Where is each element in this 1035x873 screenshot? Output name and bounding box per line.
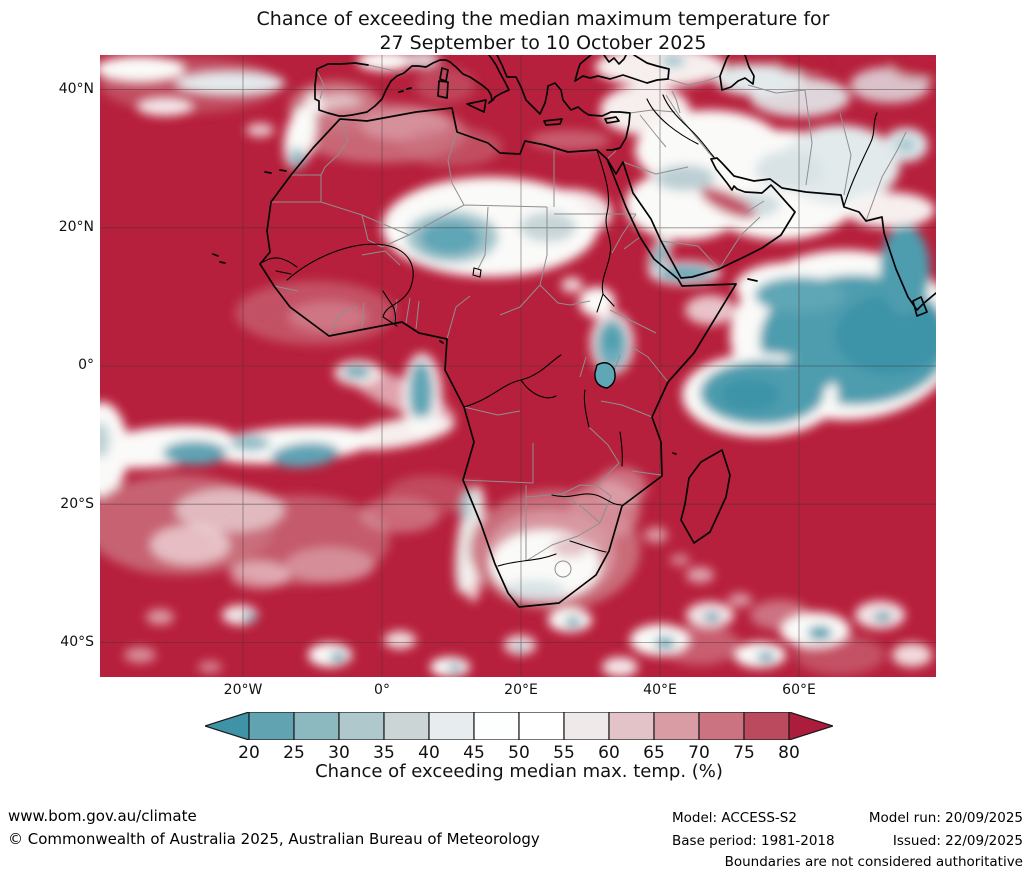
footer-model-run: Model run: 20/09/2025 bbox=[868, 810, 1023, 826]
colorbar-tick-30: 30 bbox=[328, 743, 350, 763]
coastlines bbox=[212, 55, 936, 608]
colorbar-cells bbox=[248, 712, 790, 740]
lake-victoria bbox=[594, 362, 616, 389]
footer-model: Model: ACCESS-S2 bbox=[672, 810, 797, 826]
graticule-gridlines bbox=[100, 55, 936, 677]
footer-boundaries-disclaimer: Boundaries are not considered authoritat… bbox=[724, 854, 1023, 870]
forecast-map bbox=[100, 55, 936, 677]
colorbar bbox=[205, 712, 833, 740]
colorbar-tick-40: 40 bbox=[418, 743, 440, 763]
y-axis-label-20n: 20°N bbox=[58, 219, 94, 235]
rivers bbox=[262, 94, 878, 567]
footer-url-link[interactable]: www.bom.gov.au/climate bbox=[8, 807, 197, 825]
colorbar-tick-80: 80 bbox=[778, 743, 800, 763]
page-title: Chance of exceeding the median maximum t… bbox=[100, 7, 986, 55]
y-axis-label-40n: 40°N bbox=[58, 81, 94, 97]
x-axis-label-20e: 20°E bbox=[504, 682, 538, 698]
colorbar-over-arrow bbox=[788, 712, 833, 740]
colorbar-tick-25: 25 bbox=[283, 743, 305, 763]
probability-field-blobs bbox=[100, 55, 936, 677]
x-axis-label-20w: 20°W bbox=[223, 682, 263, 698]
x-axis-label-60e: 60°E bbox=[782, 682, 816, 698]
colorbar-tick-60: 60 bbox=[598, 743, 620, 763]
title-line-1: Chance of exceeding the median maximum t… bbox=[256, 8, 830, 30]
footer-copyright: © Commonwealth of Australia 2025, Austra… bbox=[8, 830, 540, 848]
colorbar-tick-55: 55 bbox=[553, 743, 575, 763]
colorbar-tick-20: 20 bbox=[238, 743, 260, 763]
colorbar-tick-65: 65 bbox=[643, 743, 665, 763]
colorbar-under-arrow bbox=[205, 712, 250, 740]
colorbar-tick-70: 70 bbox=[688, 743, 710, 763]
country-borders bbox=[271, 64, 907, 578]
x-axis-label-0: 0° bbox=[374, 682, 390, 698]
colorbar-caption: Chance of exceeding median max. temp. (%… bbox=[315, 761, 723, 782]
colorbar-tick-35: 35 bbox=[373, 743, 395, 763]
title-line-2: 27 September to 10 October 2025 bbox=[379, 32, 707, 54]
y-axis-label-0: 0° bbox=[78, 357, 94, 373]
footer-base-period: Base period: 1981-2018 bbox=[672, 833, 835, 849]
colorbar-tick-50: 50 bbox=[508, 743, 530, 763]
y-axis-label-40s: 40°S bbox=[60, 634, 94, 650]
x-axis-label-40e: 40°E bbox=[643, 682, 677, 698]
y-axis-label-20s: 20°S bbox=[60, 496, 94, 512]
colorbar-tick-75: 75 bbox=[733, 743, 755, 763]
colorbar-tick-45: 45 bbox=[463, 743, 485, 763]
map-image bbox=[100, 55, 936, 677]
footer-issued: Issued: 22/09/2025 bbox=[892, 833, 1023, 849]
